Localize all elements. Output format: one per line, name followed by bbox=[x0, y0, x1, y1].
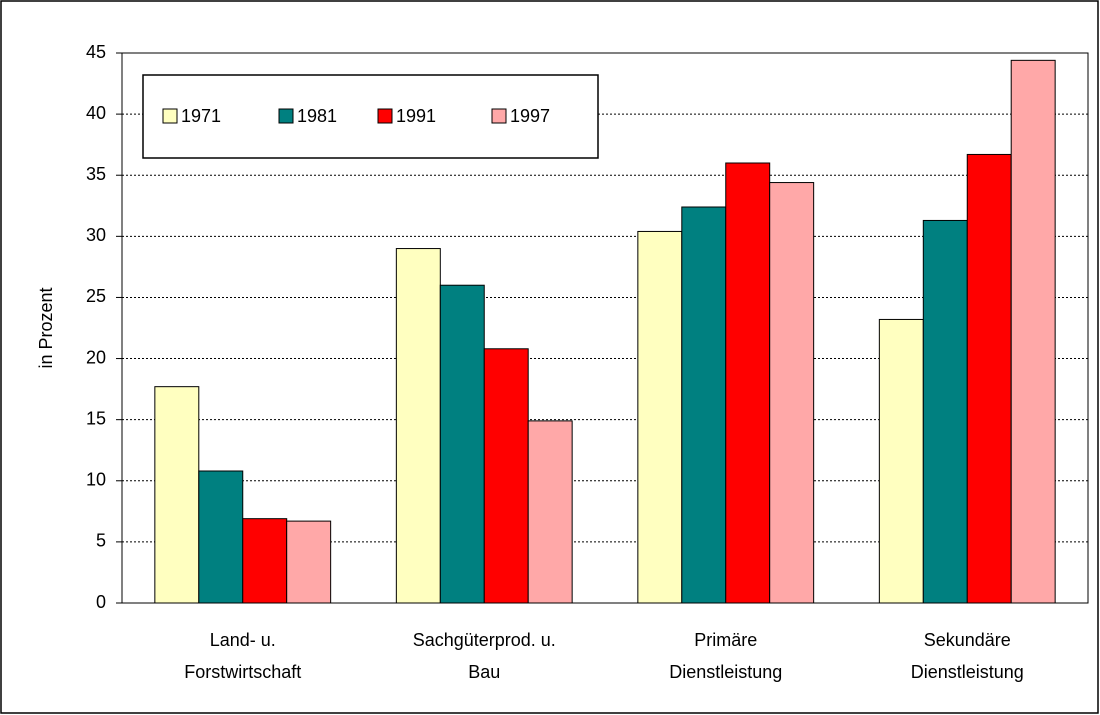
legend-swatch bbox=[491, 108, 507, 124]
bar bbox=[395, 248, 441, 604]
legend-label: 1981 bbox=[297, 106, 337, 126]
y-tick-label: 15 bbox=[86, 408, 106, 428]
x-tick-label: Primäre bbox=[694, 630, 757, 650]
x-tick-label: Sachgüterprod. u. bbox=[413, 630, 556, 650]
x-tick-label: Dienstleistung bbox=[669, 662, 782, 682]
bar bbox=[154, 386, 200, 604]
bar bbox=[725, 162, 771, 604]
bar bbox=[1010, 59, 1056, 604]
y-tick-label: 10 bbox=[86, 470, 106, 490]
bar bbox=[966, 153, 1012, 604]
bar bbox=[681, 206, 727, 604]
x-tick-label: Land- u. bbox=[210, 630, 276, 650]
bar bbox=[242, 518, 288, 604]
y-tick-label: 25 bbox=[86, 286, 106, 306]
bar bbox=[286, 520, 332, 604]
bar bbox=[527, 420, 573, 604]
x-tick-label: Bau bbox=[468, 662, 500, 682]
bar bbox=[198, 470, 244, 604]
legend-swatch bbox=[162, 108, 178, 124]
y-tick-label: 30 bbox=[86, 225, 106, 245]
y-tick-label: 0 bbox=[96, 592, 106, 612]
y-tick-label: 40 bbox=[86, 103, 106, 123]
y-axis-label: in Prozent bbox=[36, 287, 56, 368]
x-tick-label: Sekundäre bbox=[924, 630, 1011, 650]
bar bbox=[769, 182, 815, 604]
legend-swatch bbox=[278, 108, 294, 124]
plot-frame bbox=[121, 52, 1089, 604]
y-tick-label: 20 bbox=[86, 347, 106, 367]
y-tick-label: 5 bbox=[96, 531, 106, 551]
y-tick-label: 45 bbox=[86, 42, 106, 62]
bar bbox=[439, 284, 485, 604]
legend-label: 1991 bbox=[396, 106, 436, 126]
bar bbox=[637, 230, 683, 604]
y-tick-label: 35 bbox=[86, 164, 106, 184]
bar bbox=[483, 348, 529, 604]
legend-label: 1997 bbox=[510, 106, 550, 126]
x-tick-label: Forstwirtschaft bbox=[184, 662, 301, 682]
bar bbox=[878, 318, 924, 604]
x-tick-label: Dienstleistung bbox=[911, 662, 1024, 682]
legend-box bbox=[142, 74, 599, 159]
bar bbox=[922, 219, 968, 604]
legend-swatch bbox=[377, 108, 393, 124]
legend-label: 1971 bbox=[181, 106, 221, 126]
